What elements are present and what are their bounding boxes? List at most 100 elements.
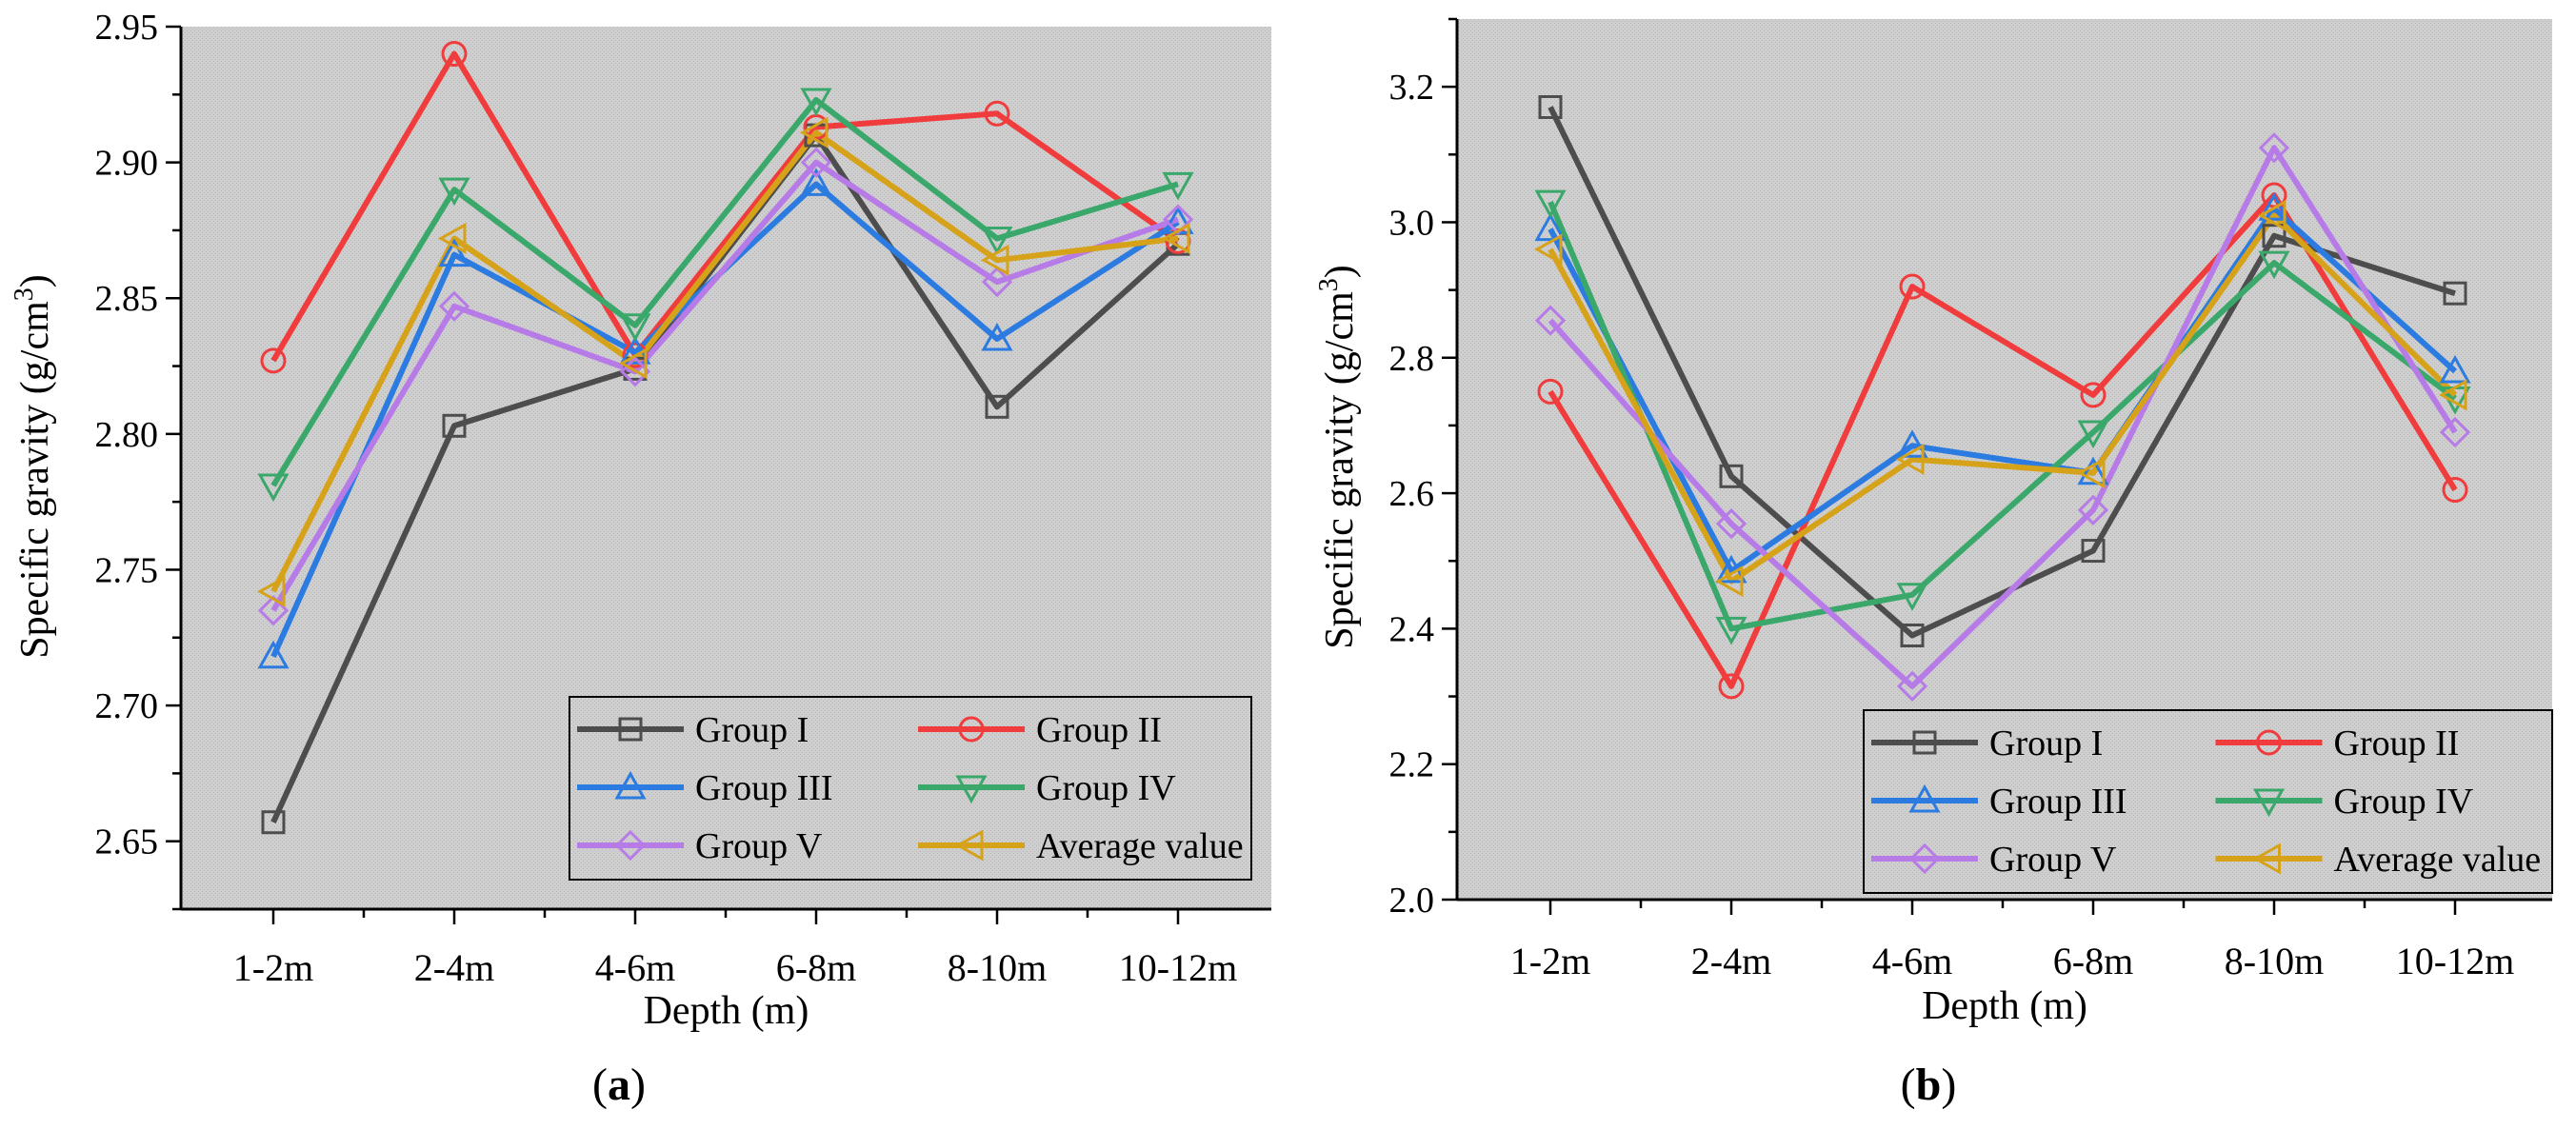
panel-label-close: ): [1941, 1060, 1956, 1110]
y-axis-title: Specific gravity (g/cm3): [1314, 265, 1362, 649]
data-point: [257, 473, 290, 503]
x-tick-label: 8-10m: [2225, 940, 2324, 982]
legend-label: Group V: [1989, 840, 2117, 880]
y-axis-title-close: ): [1318, 265, 1362, 278]
data-point: [619, 313, 651, 342]
x-tick-label: 10-12m: [1119, 946, 1237, 989]
legend-swatch-marker: [2256, 729, 2282, 756]
series-line: [1548, 212, 2458, 585]
legend-label: Group IV: [2334, 782, 2474, 822]
x-tick-label: 6-8m: [776, 946, 856, 989]
data-point: [1719, 464, 1744, 488]
panel-label-letter: b: [1916, 1060, 1942, 1110]
y-axis-title-main: Specific gravity (g/cm: [1318, 291, 1362, 649]
data-point: [1899, 273, 1926, 300]
data-point: [800, 88, 832, 117]
y-tick-label: 3.2: [1389, 68, 1435, 108]
data-point: [1537, 378, 1564, 405]
x-tick-label: 6-8m: [2053, 940, 2133, 982]
data-point: [1896, 670, 1928, 702]
y-axis-title-main: Specific gravity (g/cm: [13, 301, 57, 659]
x-axis-title: Depth (m): [644, 989, 809, 1033]
panel-label-open: (: [592, 1060, 608, 1110]
y-axis-title-close: ): [13, 274, 57, 287]
x-tick-label: 8-10m: [948, 946, 1047, 989]
data-point: [2438, 379, 2467, 411]
x-tick-label: 4-6m: [595, 946, 675, 989]
data-point: [1715, 616, 1747, 645]
data-point: [1715, 507, 1747, 540]
panel-label-open: (: [1901, 1060, 1916, 1110]
legend-label: Average value: [2334, 840, 2542, 880]
data-point: [1896, 429, 1928, 458]
data-point: [257, 640, 290, 669]
data-point: [618, 347, 648, 380]
data-point: [1538, 95, 1563, 119]
data-point: [2077, 420, 2109, 449]
y-tick-label: 2.2: [1389, 745, 1435, 785]
legend-label: Group II: [2334, 724, 2460, 763]
y-tick-label: 2.0: [1389, 881, 1435, 921]
legend-swatch-marker: [618, 717, 643, 742]
series-line: [1548, 206, 2458, 574]
data-point: [437, 222, 467, 255]
data-point: [980, 244, 1009, 276]
data-point: [1162, 171, 1194, 201]
series-line: [270, 50, 1180, 363]
data-point: [1714, 565, 1744, 598]
data-point: [2439, 416, 2471, 448]
chart-panel-a: 2.65 2.70 2.75 2.80 2.85 2.90 2.95 1-2m 2-4m 4-6m…: [10, 8, 1271, 1110]
y-tick-label: 2.95: [95, 8, 159, 48]
data-point: [2080, 382, 2107, 408]
x-axis-title: Depth (m): [1922, 984, 2087, 1028]
y-tick-label: 2.70: [95, 686, 159, 726]
data-point: [438, 290, 470, 322]
x-tick-label: 1-2m: [1510, 940, 1590, 982]
legend-swatch-marker: [1912, 730, 1937, 755]
data-point: [2081, 539, 2106, 564]
panel-label: (a): [592, 1060, 646, 1110]
panel-label-letter: a: [608, 1060, 630, 1110]
panel-label: (b): [1901, 1060, 1957, 1110]
legend-swatch-marker: [958, 716, 985, 743]
legend-label: Average value: [1036, 826, 1244, 866]
data-point: [1900, 624, 1925, 647]
series-line: [1548, 200, 2457, 632]
data-point: [981, 322, 1013, 351]
legend-swatch-marker: [954, 829, 984, 862]
data-point: [2257, 199, 2286, 231]
data-point: [261, 810, 286, 835]
series-line: [270, 129, 1179, 593]
data-point: [981, 226, 1013, 255]
series-line: [270, 97, 1179, 487]
x-tick-label: 1-2m: [233, 946, 313, 989]
legend-label: Group III: [695, 768, 833, 808]
series-line: [1548, 145, 2458, 689]
legend-label: Group III: [1989, 782, 2127, 822]
legend-label: Group II: [1036, 710, 1162, 750]
legend-swatch-marker: [1908, 843, 1941, 875]
data-point: [984, 100, 1010, 127]
data-point: [1534, 189, 1567, 219]
data-point: [438, 238, 470, 268]
data-point: [441, 41, 468, 68]
legend-swatch-marker: [955, 775, 988, 804]
y-axis-title: Specific gravity (g/cm3): [10, 274, 57, 659]
data-point: [2262, 224, 2286, 248]
data-point: [438, 177, 470, 207]
data-point: [1162, 204, 1194, 235]
legend-swatch-marker: [1908, 783, 1941, 813]
data-point: [1718, 673, 1745, 700]
panel-label-close: ): [630, 1060, 646, 1110]
data-point: [1895, 443, 1925, 476]
y-tick-label: 2.4: [1389, 609, 1435, 649]
data-point: [2439, 354, 2471, 384]
legend-swatch-marker: [614, 770, 647, 800]
data-point: [1896, 583, 1928, 611]
y-tick-label: 2.80: [95, 415, 159, 455]
data-point: [442, 413, 467, 438]
x-tick-label: 2-4m: [1691, 940, 1771, 982]
x-tick-label: 2-4m: [414, 946, 494, 989]
y-tick-label: 3.0: [1389, 203, 1435, 243]
